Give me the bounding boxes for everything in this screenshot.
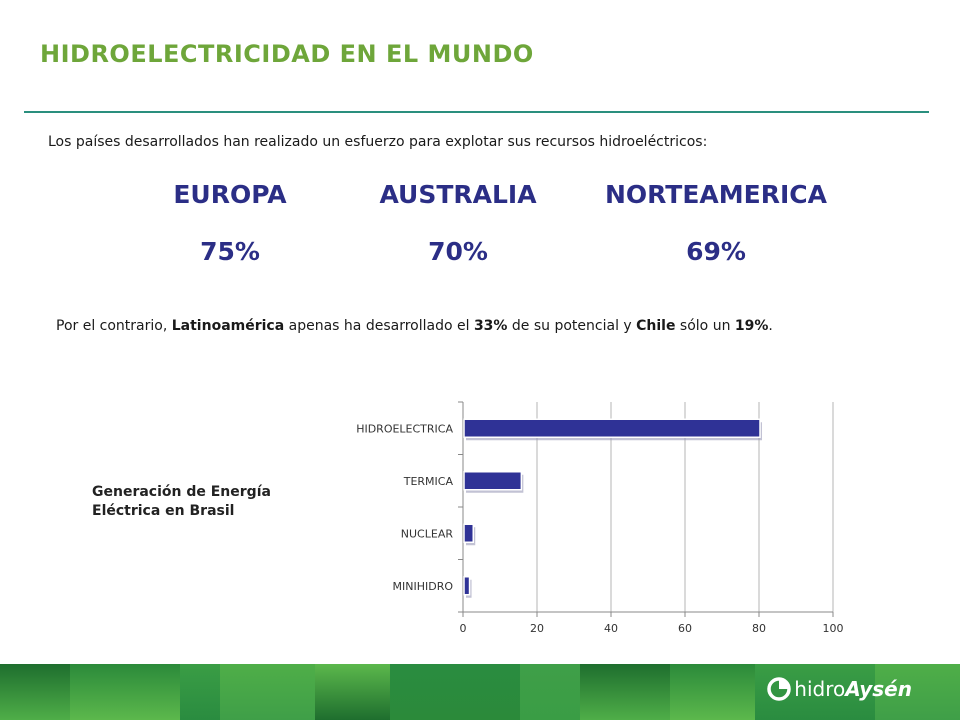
footer-tile [390,664,520,720]
x-tick-label: 40 [604,622,618,635]
contrast-text: apenas ha desarrollado el [284,318,474,334]
energy-bar-chart: 0 20 40 60 80 100 HIDROELECTRICA TERMICA NUCLEAR… [356,401,844,635]
footer-tile [580,664,670,720]
y-category-label: HIDROELECTRICA [356,422,453,435]
contrast-bold: Chile [636,318,676,334]
contrast-bold: 19% [734,318,769,334]
region-australia: AUSTRALIA 70% [338,180,578,266]
y-category-label: NUCLEAR [401,527,454,540]
bar [463,576,471,596]
brand-logo: hidro Aysén [766,676,912,702]
footer-tile [0,664,70,720]
region-percent: 70% [428,237,488,266]
logo-prefix: hidro [794,677,846,701]
x-tick-label: 20 [530,622,544,635]
contrast-text: Por el contrario, [56,318,172,334]
intro-text: Los países desarrollados han realizado u… [48,134,708,150]
x-tick-label: 100 [823,622,844,635]
contrast-text: de su potencial y [507,318,637,334]
x-tick-label: 60 [678,622,692,635]
contrast-paragraph: Por el contrario, Latinoamérica apenas h… [56,312,868,340]
y-category-label: TERMICA [403,475,454,488]
footer-tile [670,664,755,720]
footer-tile [315,664,390,720]
contrast-text: . [768,318,773,334]
chart-caption: Generación de Energía Eléctrica en Brasi… [92,483,322,521]
y-category-label: MINIHIDRO [393,580,454,593]
bar [463,418,761,438]
region-norteamerica: NORTEAMERICA 69% [596,180,836,266]
contrast-bold: 33% [473,318,508,334]
chart-caption-line: Eléctrica en Brasil [92,503,235,519]
logo-suffix: Aysén [845,677,912,701]
footer-tile [875,664,960,720]
footer-tile [755,664,875,720]
x-tick-label: 80 [752,622,766,635]
slide-title: HIDROELECTRICIDAD EN EL MUNDO [40,40,534,68]
contrast-text: sólo un [675,318,735,334]
title-divider [24,111,929,113]
logo-mark-icon [767,677,792,701]
bar [463,471,523,491]
bar [463,523,474,543]
chart-caption-line: Generación de Energía [92,484,271,500]
region-europa: EUROPA 75% [110,180,350,266]
footer-tile [520,664,580,720]
region-name: NORTEAMERICA [605,180,827,209]
region-percent: 69% [686,237,746,266]
region-name: AUSTRALIA [379,180,537,209]
region-name: EUROPA [173,180,287,209]
region-percent: 75% [200,237,260,266]
footer-band [0,664,960,720]
x-tick-label: 0 [460,622,467,635]
footer-tile [180,664,220,720]
footer-tile [70,664,180,720]
footer-tile [220,664,315,720]
contrast-bold: Latinoamérica [171,318,285,334]
